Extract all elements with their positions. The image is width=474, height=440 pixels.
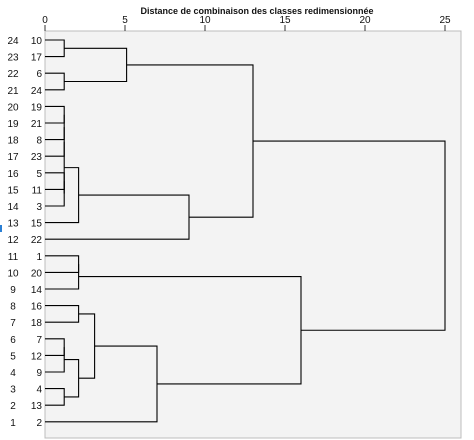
- row-index-label: 21: [7, 86, 19, 97]
- x-tick-label: 10: [199, 15, 211, 26]
- leaf-label: 15: [31, 219, 43, 230]
- row-index-label: 18: [7, 136, 19, 147]
- leaf-label: 12: [31, 351, 43, 362]
- leaf-label: 5: [36, 169, 42, 180]
- chart-title: Distance de combinaison des classes redi…: [140, 6, 373, 16]
- row-index-label: 5: [10, 351, 16, 362]
- leaf-label: 22: [31, 235, 43, 246]
- merge-link: [45, 264, 80, 290]
- row-index-label: 22: [7, 69, 19, 80]
- row-index-label: 20: [7, 102, 19, 113]
- leaf-label: 4: [36, 385, 42, 396]
- leaf-label: 20: [31, 268, 43, 279]
- row-index-label: 7: [10, 318, 16, 329]
- x-tick-label: 0: [42, 15, 48, 26]
- row-index-label: 3: [10, 385, 16, 396]
- leaf-label: 23: [31, 152, 43, 163]
- row-index-label: 11: [8, 252, 19, 263]
- leaf-label: 13: [31, 401, 43, 412]
- x-tick-label: 5: [122, 15, 128, 26]
- leaf-label: 24: [31, 86, 43, 97]
- leaf-label: 11: [32, 185, 43, 196]
- row-index-label: 15: [7, 185, 19, 196]
- leaf-label: 14: [31, 285, 43, 296]
- leaf-label: 9: [36, 368, 42, 379]
- leaf-label: 16: [31, 302, 43, 313]
- row-index-label: 13: [7, 219, 19, 230]
- row-index-label: 19: [7, 119, 19, 130]
- row-index-label: 10: [7, 268, 19, 279]
- row-index-label: 1: [10, 418, 16, 429]
- row-index-label: 14: [7, 202, 19, 213]
- row-index-label: 23: [7, 53, 19, 64]
- merge-link: [45, 347, 65, 373]
- x-tick-label: 15: [279, 15, 291, 26]
- row-index-label: 6: [10, 335, 16, 346]
- x-tick-label: 25: [439, 15, 451, 26]
- row-index-label: 8: [10, 302, 16, 313]
- leaf-label: 19: [31, 102, 43, 113]
- leaf-labels: 10 17 6 24 19 21 8 23 5 11 3 15 22 1 20 14 16 18 7 12 9 4 13 2: [31, 36, 43, 429]
- leaf-label: 18: [31, 318, 43, 329]
- leaf-label: 2: [36, 418, 42, 429]
- row-index-label: 17: [7, 152, 19, 163]
- leaf-label: 10: [31, 36, 43, 47]
- merge-link: [253, 140, 446, 331]
- leaf-label: 8: [36, 136, 42, 147]
- leaf-label: 6: [36, 69, 42, 80]
- dendrogram-links: [45, 39, 446, 423]
- x-tick-label: 20: [359, 15, 371, 26]
- row-index-label: 4: [10, 368, 16, 379]
- leaf-label: 3: [36, 202, 42, 213]
- leaf-label: 7: [36, 335, 42, 346]
- row-index-label: 12: [7, 235, 19, 246]
- x-axis: 0 5 10 15 20 25: [42, 15, 451, 31]
- row-marker-icon: [0, 225, 2, 232]
- row-index-label: 16: [7, 169, 19, 180]
- row-index-label: 9: [10, 285, 16, 296]
- leaf-label: 17: [31, 53, 43, 64]
- leaf-label: 1: [36, 252, 42, 263]
- row-index-label: 2: [10, 401, 16, 412]
- leaf-label: 21: [31, 119, 43, 130]
- row-index-label: 24: [7, 36, 19, 47]
